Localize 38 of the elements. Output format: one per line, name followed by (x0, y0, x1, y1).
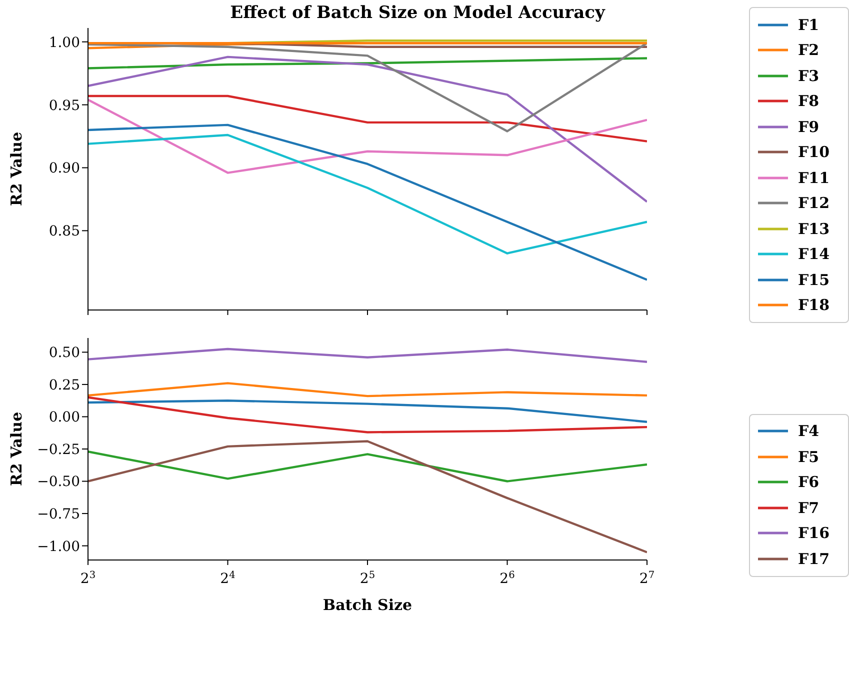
legend-label: F5 (798, 448, 820, 466)
legend-label: F7 (798, 498, 820, 517)
y-tick-label: 1.00 (48, 34, 80, 51)
legend-label: F9 (798, 118, 820, 136)
legend-label: F8 (798, 92, 820, 110)
legend-label: F10 (798, 143, 830, 162)
y-tick-label: 0.00 (48, 410, 80, 426)
legend-label: F4 (798, 422, 820, 440)
y-tick-label: −0.75 (37, 506, 80, 523)
x-tick-label: 2$^{4}$ (220, 570, 236, 587)
y-tick-label: −0.50 (37, 474, 80, 490)
x-tick-label: 2$^{7}$ (639, 570, 655, 587)
legend-label: F3 (798, 66, 820, 85)
legend-label: F17 (798, 550, 830, 568)
x-tick-label: 2$^{6}$ (500, 570, 515, 587)
y-tick-label: −0.25 (37, 442, 80, 458)
legend-label: F14 (798, 245, 830, 264)
legend-label: F13 (798, 220, 830, 238)
legend-label: F18 (798, 296, 830, 314)
y-tick-label: 0.90 (48, 160, 80, 177)
legend-label: F2 (798, 41, 820, 60)
legend-label: F1 (798, 16, 820, 34)
y-tick-label: −1.00 (37, 538, 80, 555)
y-axis-title: R2 Value (7, 412, 26, 486)
x-axis-title: Batch Size (322, 596, 412, 614)
x-tick-label: 2$^{5}$ (360, 570, 376, 587)
y-tick-label: 0.95 (48, 98, 80, 114)
legend-label: F11 (798, 168, 830, 187)
y-tick-label: 0.85 (48, 224, 80, 240)
legend-label: F6 (798, 473, 820, 492)
legend-label: F12 (798, 194, 830, 212)
chart-title: Effect of Batch Size on Model Accuracy (229, 3, 606, 23)
y-tick-label: 0.25 (48, 377, 80, 394)
legend-label: F15 (798, 270, 830, 289)
x-tick-label: 2$^{3}$ (80, 570, 96, 587)
legend-label: F16 (798, 524, 830, 542)
y-axis-title: R2 Value (7, 132, 26, 206)
y-tick-label: 0.50 (48, 345, 80, 362)
